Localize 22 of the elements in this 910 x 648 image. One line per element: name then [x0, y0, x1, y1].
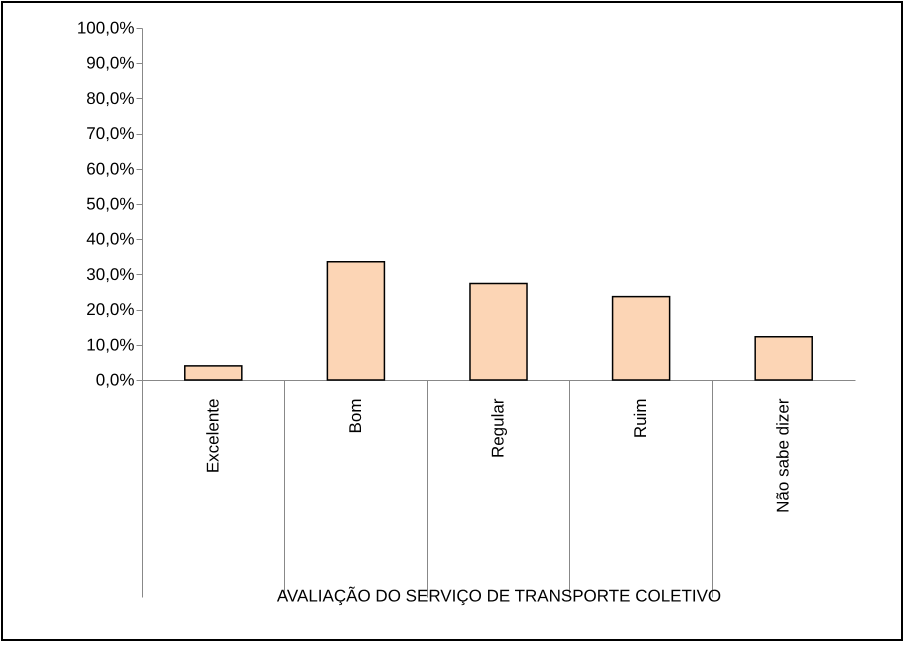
- bar: [612, 296, 670, 381]
- y-tick-label: 20,0%: [86, 300, 134, 320]
- bar: [184, 365, 243, 381]
- bar: [754, 336, 813, 381]
- x-tick-label: Regular: [488, 398, 508, 458]
- x-tick-label: Excelente: [203, 398, 222, 474]
- x-axis-title: AVALIAÇÃO DO SERVIÇO DE TRANSPORTE COLETIVO: [276, 586, 722, 606]
- y-tick-label: 30,0%: [86, 264, 134, 284]
- y-tick-label: 100,0%: [76, 18, 134, 38]
- y-tick-label: 40,0%: [86, 230, 134, 249]
- y-tick-label: 60,0%: [86, 159, 134, 178]
- y-tick-label: 0,0%: [96, 370, 134, 390]
- y-tick-label: 50,0%: [86, 194, 134, 214]
- y-tick-label: 80,0%: [86, 88, 134, 108]
- bar: [326, 260, 386, 381]
- y-tick-label: 90,0%: [86, 54, 134, 73]
- bar: [469, 282, 528, 381]
- y-tick-label: 70,0%: [86, 124, 134, 144]
- x-tick-label: Ruim: [631, 398, 650, 438]
- x-tick-label: Não sabe dizer: [774, 398, 793, 513]
- x-tick-label: Bom: [346, 398, 365, 434]
- y-tick-label: 10,0%: [86, 335, 134, 354]
